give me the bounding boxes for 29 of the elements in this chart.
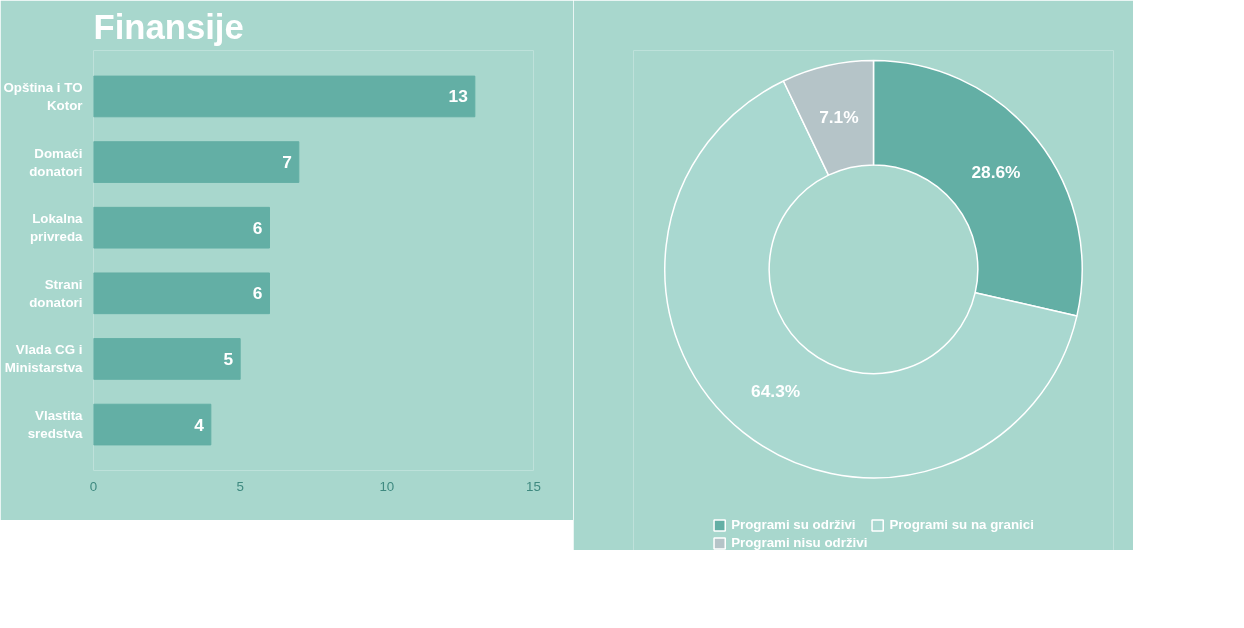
y-tick-label: Strani donatori	[29, 276, 83, 310]
data-label: 5	[223, 348, 234, 369]
legend-label: Programi nisu održivi	[731, 535, 868, 550]
x-tick-label: 0	[89, 478, 98, 494]
legend-label: Programi su održivi	[731, 517, 856, 532]
data-label: 28.6%	[971, 161, 1021, 182]
bar	[93, 75, 476, 118]
bar	[93, 403, 212, 446]
bar	[93, 206, 270, 249]
bar	[93, 141, 300, 183]
data-label: 7.1%	[819, 106, 859, 127]
y-tick-label: Vlastita sredstva	[27, 408, 84, 442]
data-label: 6	[252, 283, 263, 304]
x-tick-label: 5	[236, 478, 244, 494]
data-label: 4	[194, 414, 205, 435]
chart-title: Finansije	[93, 7, 244, 46]
data-label: 6	[252, 217, 263, 238]
bar	[93, 338, 241, 380]
legend-label: Programi su na granici	[889, 517, 1034, 532]
data-label: 13	[448, 86, 469, 107]
y-tick-label: Domaći donatori	[29, 145, 83, 179]
data-label: 7	[282, 152, 292, 173]
y-tick-label: Vlada CG i Ministarstva	[4, 342, 84, 376]
y-tick-label: Lokalna privreda	[29, 211, 84, 245]
x-tick-label: 15	[526, 478, 541, 494]
x-tick-label: 10	[379, 478, 395, 494]
bar	[93, 272, 270, 315]
y-tick-label: Opština i TO Kotor	[3, 79, 83, 113]
data-label: 64.3%	[751, 381, 801, 402]
